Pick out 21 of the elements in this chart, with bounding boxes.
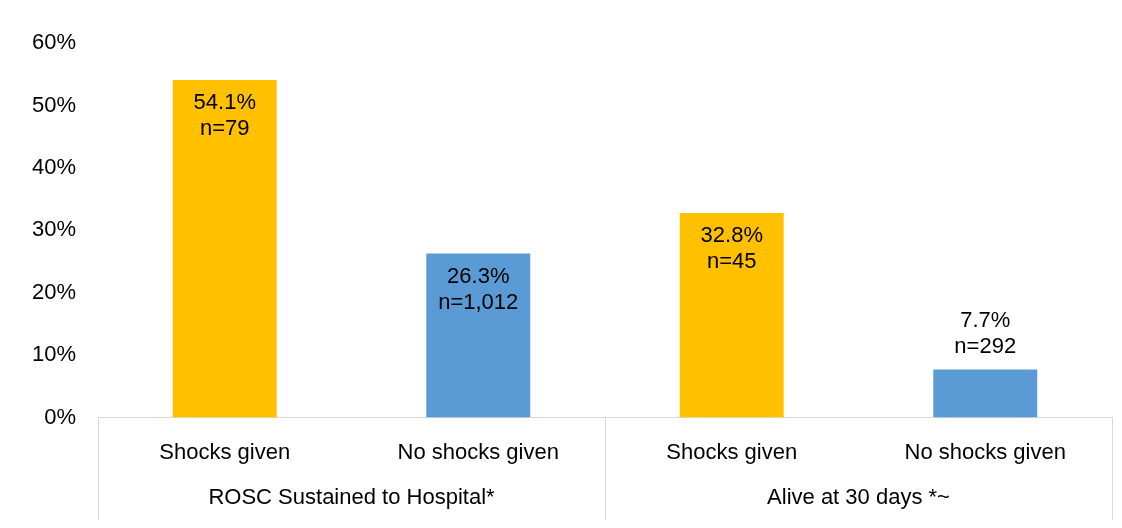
x-tick-label: Shocks given xyxy=(666,438,798,464)
y-tick-label: 60% xyxy=(31,29,76,55)
y-tick-label: 40% xyxy=(31,154,76,180)
data-label: 32.8% n=45 xyxy=(700,221,763,273)
data-label: 26.3% n=1,012 xyxy=(438,262,519,314)
x-tick-label: No shocks given xyxy=(397,438,559,464)
y-tick-label: 0% xyxy=(44,403,76,429)
y-tick-label: 50% xyxy=(31,91,76,117)
data-label: 7.7% n=292 xyxy=(954,306,1017,358)
x-tick-label: No shocks given xyxy=(904,438,1066,464)
bar xyxy=(933,369,1038,418)
y-tick-label: 20% xyxy=(31,278,76,304)
y-tick-label: 30% xyxy=(31,216,76,242)
text: ROSC Sustained to Hospital* xyxy=(208,483,496,509)
text: Alive at 30 days *~ xyxy=(767,483,950,509)
bar xyxy=(679,212,784,418)
y-tick-label: 10% xyxy=(31,341,76,367)
data-label: 54.1% n=79 xyxy=(193,89,256,141)
bar xyxy=(426,253,531,418)
x-tick-label: Shocks given xyxy=(159,438,291,464)
bar xyxy=(172,80,277,418)
